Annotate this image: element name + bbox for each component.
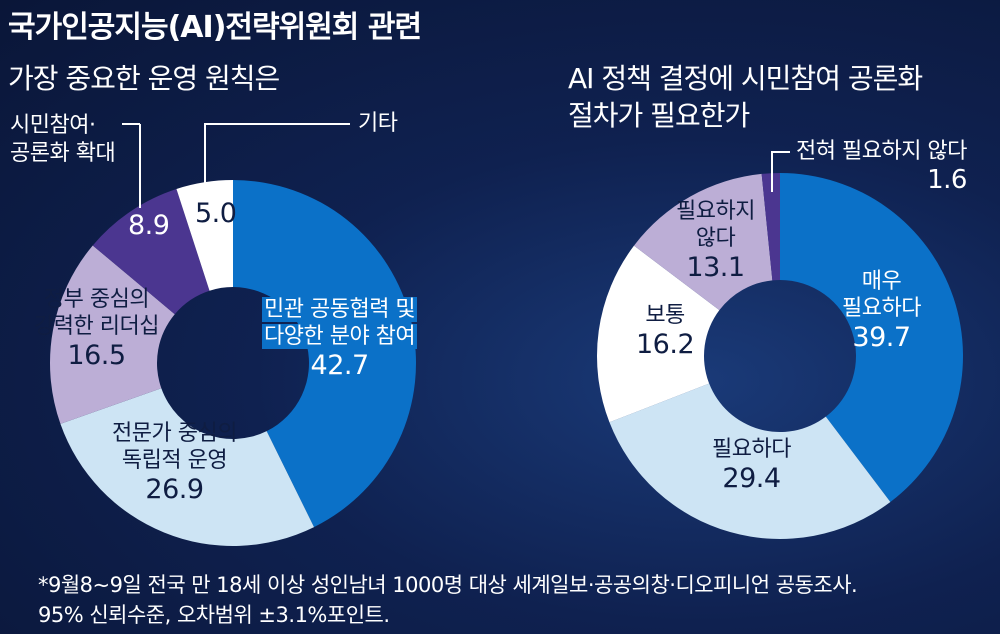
footnote-line1: *9월8∼9일 전국 만 18세 이상 성인남녀 1000명 대상 세계일보·공… [38,573,858,597]
value-right-very-needed: 39.7 [852,322,911,353]
callout-left-civic-line2: 공론화 확대 [10,141,116,166]
leader-line-other [204,123,350,200]
chart-title-left: 가장 중요한 운영 원칙은 [8,62,280,95]
value-left-expert: 26.9 [145,474,204,505]
chart-title-right: AI 정책 결정에 시민참여 공론화 절차가 필요한가 [568,60,923,134]
callout-left-civic-line1: 시민참여· [10,113,96,138]
callout-right-not-at-all-value: 1.6 [927,165,967,195]
value-left-civic: 8.9 [128,210,170,241]
donut-left-slice-4 [176,180,233,291]
label-right-neutral-line1: 보통 [645,303,685,328]
donut-right-slice-1 [609,383,891,539]
label-right-very-needed-line2: 필요하다 [842,296,921,321]
chart-title-right-line2: 절차가 필요한가 [568,99,750,132]
callout-left-civic: 시민참여· 공론화 확대 [10,112,116,168]
donut-left-slice-2 [49,245,175,424]
donut-right-slice-2 [596,245,720,423]
label-left-government-line1: 정부 중심의 [43,287,150,312]
donut-left-slice-1 [60,388,315,546]
label-right-neutral: 보통 16.2 [636,302,695,361]
label-left-cooperation-line2: 다양한 분야 참여 [262,324,418,349]
footnote: *9월8∼9일 전국 만 18세 이상 성인남녀 1000명 대상 세계일보·공… [38,570,858,630]
label-right-not-needed-line2: 않다 [695,226,736,251]
footnote-line2: 95% 신뢰수준, 오차범위 ±3.1%포인트. [38,603,390,627]
callout-right-not-at-all: 전혀 필요하지 않다 1.6 [796,138,967,194]
label-right-not-needed: 필요하지 않다 13.1 [676,198,755,284]
value-right-needed: 29.4 [722,463,781,494]
leader-line-not-at-all [771,151,790,192]
value-left-government: 16.5 [67,340,126,371]
donut-left-slice-3 [92,188,210,315]
donut-right [596,173,963,539]
label-left-expert: 전문가 중심의 독립적 운영 26.9 [112,420,237,506]
label-right-needed-line1: 필요하다 [712,437,791,462]
value-right-not-needed: 13.1 [686,252,745,283]
callout-right-not-at-all-label: 전혀 필요하지 않다 [796,139,967,164]
label-left-cooperation-line1: 민관 공동협력 및 [262,297,418,322]
donut-left [49,180,416,546]
label-right-needed: 필요하다 29.4 [712,436,791,495]
label-right-very-needed-line1: 매우 [861,269,902,294]
label-left-expert-line2: 독립적 운영 [121,448,228,473]
label-left-cooperation: 민관 공동협력 및 다양한 분야 참여 42.7 [262,296,418,382]
donut-right-slice-3 [634,173,773,311]
value-right-neutral: 16.2 [636,329,695,360]
chart-title-right-line1: AI 정책 결정에 시민참여 공론화 [568,62,923,95]
label-left-government: 정부 중심의 강력한 리더십 16.5 [34,286,159,372]
donut-left-slice-0 [233,180,416,528]
page-title: 국가인공지능(AI)전략위원회 관련 [8,10,422,45]
value-left-cooperation: 42.7 [310,350,370,381]
donut-right-slice-0 [780,173,963,502]
label-left-expert-line1: 전문가 중심의 [112,421,237,446]
callout-left-other: 기타 [358,111,398,136]
label-right-not-needed-line1: 필요하지 [676,199,755,224]
label-right-very-needed: 매우 필요하다 39.7 [842,268,921,354]
donut-right-slice-4 [761,173,780,281]
value-left-other: 5.0 [195,198,237,229]
label-left-government-line2: 강력한 리더십 [34,314,159,339]
